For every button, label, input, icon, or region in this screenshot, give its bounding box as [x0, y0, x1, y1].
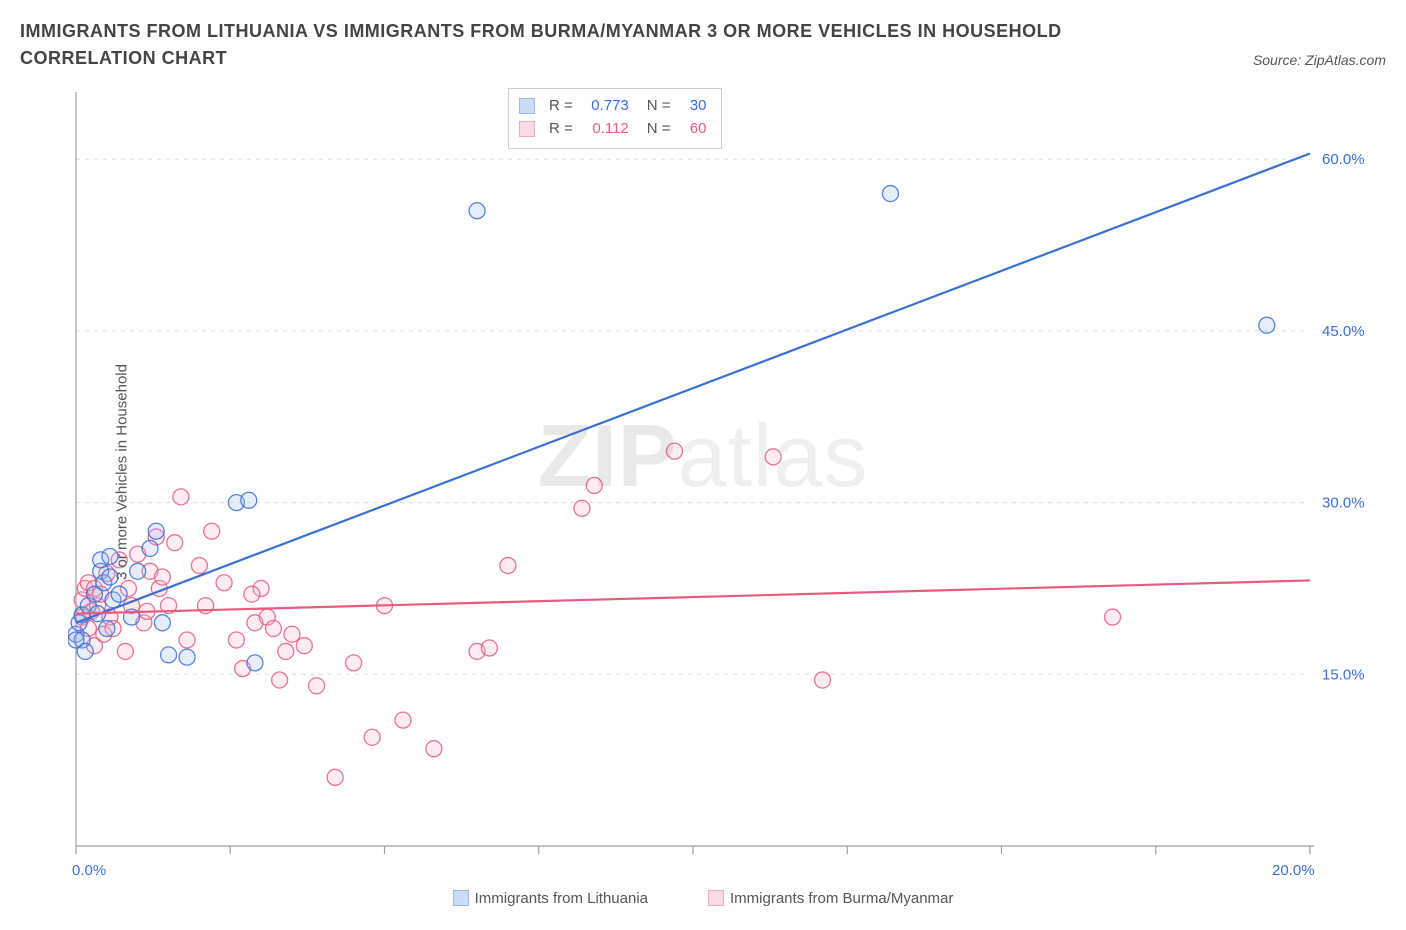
svg-text:15.0%: 15.0%	[1322, 666, 1365, 683]
source-label: Source: ZipAtlas.com	[1253, 52, 1386, 68]
svg-text:45.0%: 45.0%	[1322, 323, 1365, 340]
x-axis-labels: 0.0% 20.0%	[68, 862, 1380, 884]
svg-text:60.0%: 60.0%	[1322, 151, 1365, 168]
stats-legend: R =0.773N =30R =0.112N =60	[508, 88, 722, 149]
chart-container: 3 or more Vehicles in Household 15.0% 30.…	[20, 82, 1386, 862]
y-axis-label: 3 or more Vehicles in Household	[113, 364, 130, 580]
bottom-legend: Immigrants from Lithuania Immigrants from…	[20, 890, 1386, 907]
chart-title: IMMIGRANTS FROM LITHUANIA VS IMMIGRANTS …	[20, 18, 1120, 72]
x-tick-label: 0.0%	[72, 862, 106, 879]
stats-row: R =0.112N =60	[519, 118, 707, 141]
svg-text:30.0%: 30.0%	[1322, 495, 1365, 512]
scatter-chart: 15.0% 30.0% 45.0% 60.0%	[68, 82, 1380, 862]
x-tick-label: 20.0%	[1272, 862, 1315, 879]
stats-row: R =0.773N =30	[519, 95, 707, 118]
legend-item: Immigrants from Lithuania	[453, 890, 648, 907]
legend-item: Immigrants from Burma/Myanmar	[708, 890, 953, 907]
